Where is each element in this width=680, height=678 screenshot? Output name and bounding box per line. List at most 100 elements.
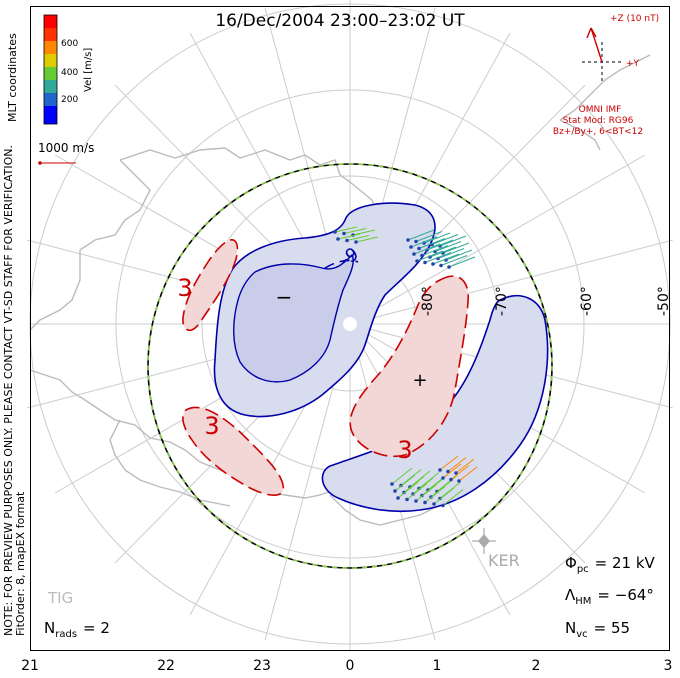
colorbar-tick-200: 200 [61, 95, 78, 105]
velocity-vector [429, 246, 457, 258]
velocity-vector-origin [336, 237, 340, 241]
negative-dawn-lobe [321, 295, 549, 513]
velocity-vector [431, 234, 459, 245]
n-rads-stat: Nrads = 2 [44, 619, 110, 640]
imf-condition: Bz+/By+, 6<BT<12 [553, 127, 643, 137]
reference-vector-label: 1000 m/s [38, 141, 94, 155]
velocity-vector [440, 255, 468, 266]
velocity-vector [394, 474, 416, 492]
map-title: 16/Dec/2004 23:00–23:02 UT [215, 11, 465, 31]
velocity-vector-origin [415, 259, 419, 263]
ker-station-label: KER [488, 551, 520, 570]
velocity-vector [439, 235, 467, 247]
velocity-vector-origin [438, 468, 442, 472]
velocity-vector [434, 241, 462, 252]
contour-label-positive-main: 3 [397, 436, 412, 464]
mlt-label-0: 0 [346, 658, 355, 674]
velocity-vector [352, 229, 376, 236]
velocity-vector [346, 235, 370, 241]
contour-label-positive-dusk: 3 [177, 274, 192, 302]
velocity-vector [426, 239, 454, 251]
velocity-vector [421, 245, 449, 256]
velocity-vector-origin [423, 260, 427, 265]
velocity-vector [442, 242, 470, 254]
velocity-vector [391, 467, 413, 485]
lat-label-50: -50° [656, 286, 672, 316]
velocity-vector [400, 469, 422, 486]
velocity-vector-origin [439, 263, 443, 268]
plot-frame [30, 6, 670, 651]
velocity-vector [455, 458, 475, 474]
positive-dusk-lobe [182, 239, 239, 332]
hm-boundary [147, 163, 553, 569]
velocity-vector [334, 226, 358, 233]
velocity-vector-origin [409, 245, 413, 249]
velocity-vector [437, 248, 465, 259]
velocity-vector-origin [454, 471, 458, 475]
preview-note: NOTE: FOR PREVIEW PURPOSES ONLY. PLEASE … [2, 145, 15, 636]
velocity-vector [418, 472, 440, 489]
dawn-lobe-contour [321, 295, 549, 513]
mlt-label-23: 23 [253, 658, 271, 674]
velocity-colorbar: 600 400 200 Vel [m/s] [43, 14, 94, 125]
vector-count-stat: Nvc = 55 [565, 619, 630, 640]
velocity-vector [403, 476, 425, 493]
velocity-vector [397, 481, 419, 499]
colorbar-tick-400: 400 [61, 68, 78, 78]
velocity-vector [423, 232, 451, 244]
velocity-vector [442, 463, 462, 479]
mlt-label-22: 22 [157, 658, 175, 674]
velocity-vector [410, 236, 438, 248]
velocity-vector [439, 482, 461, 499]
velocity-vector-origin [396, 496, 400, 500]
lat-label-60: -60° [579, 286, 595, 316]
coordinate-system-label: MLT coordinates [6, 33, 19, 122]
velocity-vector-origin [333, 230, 337, 234]
potential-minimum-marker: − [276, 285, 293, 309]
velocity-vector [355, 236, 379, 243]
reference-vector: 1000 m/s [38, 141, 94, 165]
positive-potential-cell: + 3 3 3 [177, 239, 469, 496]
velocity-vector-origin [390, 482, 394, 486]
velocity-vector-origin [405, 497, 409, 502]
magnetic-pole-marker [343, 317, 357, 331]
velocity-vector [413, 243, 441, 255]
velocity-vector [450, 465, 470, 480]
velocity-vector-origin [345, 238, 349, 243]
statistics-panel: Nrads = 2 Φpc = 21 kV ΛHM = −64° Nvc = 55 [44, 554, 656, 640]
velocity-vector-origin [441, 476, 445, 480]
velocity-vector [412, 477, 434, 495]
negative-potential-cell: − -9 [213, 202, 436, 418]
velocity-vector [416, 250, 444, 262]
velocity-vector [448, 256, 476, 268]
mlt-label-21: 21 [21, 658, 39, 674]
velocity-vector-origin [414, 239, 418, 244]
velocity-vector-origin [446, 469, 450, 474]
imf-indicator: +Z (10 nT) +Y OMNI IMF Stat Mod: RG96 Bz… [553, 14, 659, 137]
velocity-vectors [333, 226, 478, 508]
velocity-vector [343, 228, 367, 234]
velocity-vector [407, 229, 435, 241]
lat-label-80: -80° [420, 286, 436, 316]
velocity-vector-origin [414, 499, 418, 503]
velocity-vector [415, 231, 443, 242]
velocity-vector [418, 238, 446, 249]
tig-station-label: TIG [47, 589, 73, 607]
velocity-vector-origin [441, 503, 445, 508]
velocity-vector-origin [406, 238, 410, 242]
velocity-vector [421, 479, 443, 496]
positive-main-contour [349, 275, 469, 457]
velocity-vector-origin [420, 253, 424, 258]
contour-label-positive-night: 3 [204, 412, 219, 440]
velocity-vector-origin [457, 479, 461, 483]
imf-y-label: +Y [626, 59, 640, 69]
velocity-vector [439, 455, 459, 471]
negative-inner-contour [233, 253, 354, 383]
velocity-vector-origin [447, 265, 451, 269]
lat-label-70: -70° [494, 286, 510, 316]
velocity-vector [442, 489, 464, 506]
velocity-vector [337, 233, 361, 240]
velocity-vector [430, 480, 452, 498]
